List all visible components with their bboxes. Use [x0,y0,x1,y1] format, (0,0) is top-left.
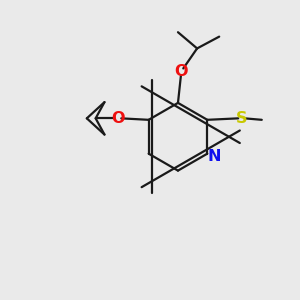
Text: O: O [174,64,188,80]
Text: N: N [207,148,220,164]
Text: S: S [236,111,247,126]
Text: O: O [111,111,124,126]
